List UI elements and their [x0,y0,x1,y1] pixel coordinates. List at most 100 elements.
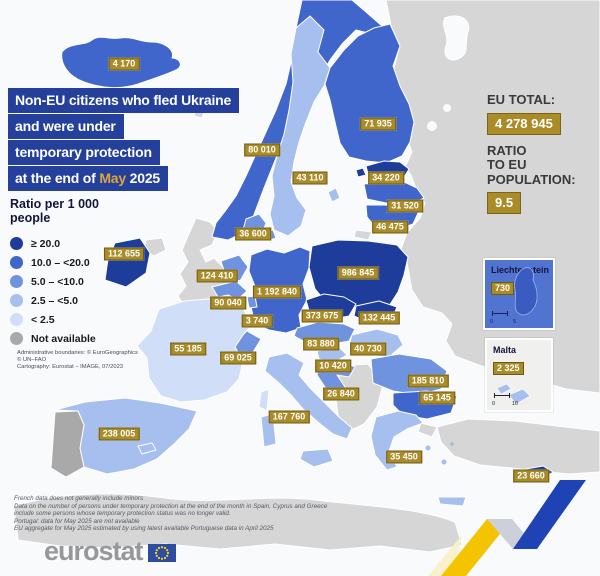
label-cyprus: 23 660 [513,469,549,483]
legend-row-5-10: 5.0 – <10.0 [10,272,99,291]
ribbon-yellow-band [441,519,512,576]
label-austria: 83 880 [303,337,339,351]
country-luxembourg [246,295,258,309]
label-latvia: 31 520 [387,199,423,213]
legend-title-line2: people [10,211,51,225]
ratio-label-line1: RATIO [487,142,527,158]
title-line-1: Non-EU citizens who fled Ukraine [8,88,240,113]
island-crete [437,496,467,507]
label-romania: 185 810 [407,374,449,388]
credits-line3: Cartography: Eurostat – IMAGE, 07/2023 [17,364,124,370]
credits-line1: Administrative boundaries: © EuroGeograp… [17,350,138,356]
legend-row-10-20: 10.0 – <20.0 [10,253,99,272]
legend-swatch-cat4 [10,294,23,307]
legend-label-na: Not available [31,332,96,345]
label-czechia: 373 675 [301,309,343,323]
ratio-label-line2: TO EU [487,157,527,172]
label-greece: 35 450 [386,450,422,464]
label-germany: 1 192 840 [252,285,302,299]
label-norway: 80 010 [244,143,280,157]
eu-flag-icon [147,544,176,562]
label-italy: 167 760 [268,410,310,424]
label-malta: 2 325 [493,362,524,375]
title-block: Non-EU citizens who fled Ukraine and wer… [8,88,240,192]
label-france: 55 185 [170,342,206,356]
label-slovenia: 10 420 [315,359,351,373]
ratio-label-line3: POPULATION: [487,171,576,187]
legend-items: ≥ 20.0 10.0 – <20.0 5.0 – <10.0 2.5 – <5… [10,234,99,348]
eu-total-label: EU TOTAL: [487,92,556,107]
legend-swatch-cat2 [10,256,23,269]
ratio-value-badge: 9.5 [487,192,522,214]
label-finland: 71 935 [360,117,396,131]
footnote-line3: include some persons whose temporary pro… [14,510,231,517]
label-switzerland: 69 025 [220,351,256,365]
label-belgium: 90 040 [210,296,246,310]
legend-label-cat3: 5.0 – <10.0 [31,275,84,288]
eu-flag-field [147,544,176,562]
lake-onega [443,104,451,112]
legend-title-line1: Ratio per 1 000 [10,197,99,211]
liechtenstein-scale-numbers: 0 5 [490,319,516,325]
greek-island [450,442,454,446]
legend-label-cat4: 2.5 – <5.0 [31,294,78,307]
island-gotland [327,187,341,203]
label-lithuania: 46 475 [372,220,408,234]
label-sweden: 43 110 [292,171,328,185]
eu-flag-stars [154,546,169,560]
title-text-4-suffix: 2025 [125,170,161,186]
island-gozo [496,383,512,395]
region-turkey [436,418,600,475]
label-luxembourg: 3 740 [241,314,273,328]
title-line-2: and were under [8,114,124,139]
label-croatia: 26 840 [323,387,359,401]
footnote-line1: French data does not generally include m… [14,495,144,502]
label-spain: 238 005 [98,427,140,441]
legend-row-2p5-5: 2.5 – <5.0 [10,291,99,310]
eu-totals-panel: EU TOTAL: 4 278 945 RATIO TO EU POPULATI… [487,92,592,223]
inset-liechtenstein-name: Liechtenstein [491,265,550,275]
inset-liechtenstein-tagwrap: 730 [491,278,553,296]
label-liechtenstein: 730 [491,282,515,295]
ribbon-blue-band [513,480,586,549]
legend-swatch-cat3 [10,275,23,288]
title-text-4-highlight: May [99,170,126,186]
estonia-islands [355,167,367,178]
label-denmark: 36 600 [235,227,271,241]
country-greece [370,410,424,471]
islands-balearics [137,442,157,455]
ratio-label: RATIO TO EU POPULATION: [487,142,592,188]
island-corsica [258,388,270,412]
scale-end: 10 [511,401,518,407]
country-norway [211,0,383,241]
label-poland: 986 845 [337,266,379,280]
label-ireland: 112 655 [103,247,145,261]
label-iceland: 4 170 [108,57,140,71]
greek-island [441,459,447,465]
region-turkey-thrace [417,422,438,438]
title-line-4: at the end of May 2025 [8,166,168,191]
country-portugal [50,410,85,478]
inset-liechtenstein: Liechtenstein 730 0 5 [483,258,555,330]
title-text-4-prefix: at the end of [15,170,100,186]
legend-row-ge20: ≥ 20.0 [10,234,99,253]
liechtenstein-scalebar [492,311,508,316]
inset-malta: Malta 2 325 0 10 [485,338,553,412]
country-malta [508,388,531,405]
legend-label-cat1: ≥ 20.0 [31,237,61,250]
scale-end: 5 [512,319,516,325]
footnote-line5: EU aggregate for May 2025 estimated by u… [14,525,274,532]
title-line-3: temporary protection [8,140,160,165]
label-slovakia: 132 445 [358,311,400,325]
inset-malta-name: Malta [493,345,517,355]
eurostat-logo: eurostat [44,538,176,565]
region-north-africa [13,493,463,553]
cartography-credits: Administrative boundaries: © EuroGeograp… [17,350,138,371]
malta-shape-svg [496,383,531,405]
greek-island [425,445,431,451]
footnote-line4: Portugal: data for May 2025 are not avai… [14,517,140,525]
country-italy [264,352,353,440]
inset-malta-tagwrap: 2 325 [493,358,551,376]
legend: Ratio per 1 000 people ≥ 20.0 10.0 – <20… [10,197,99,348]
